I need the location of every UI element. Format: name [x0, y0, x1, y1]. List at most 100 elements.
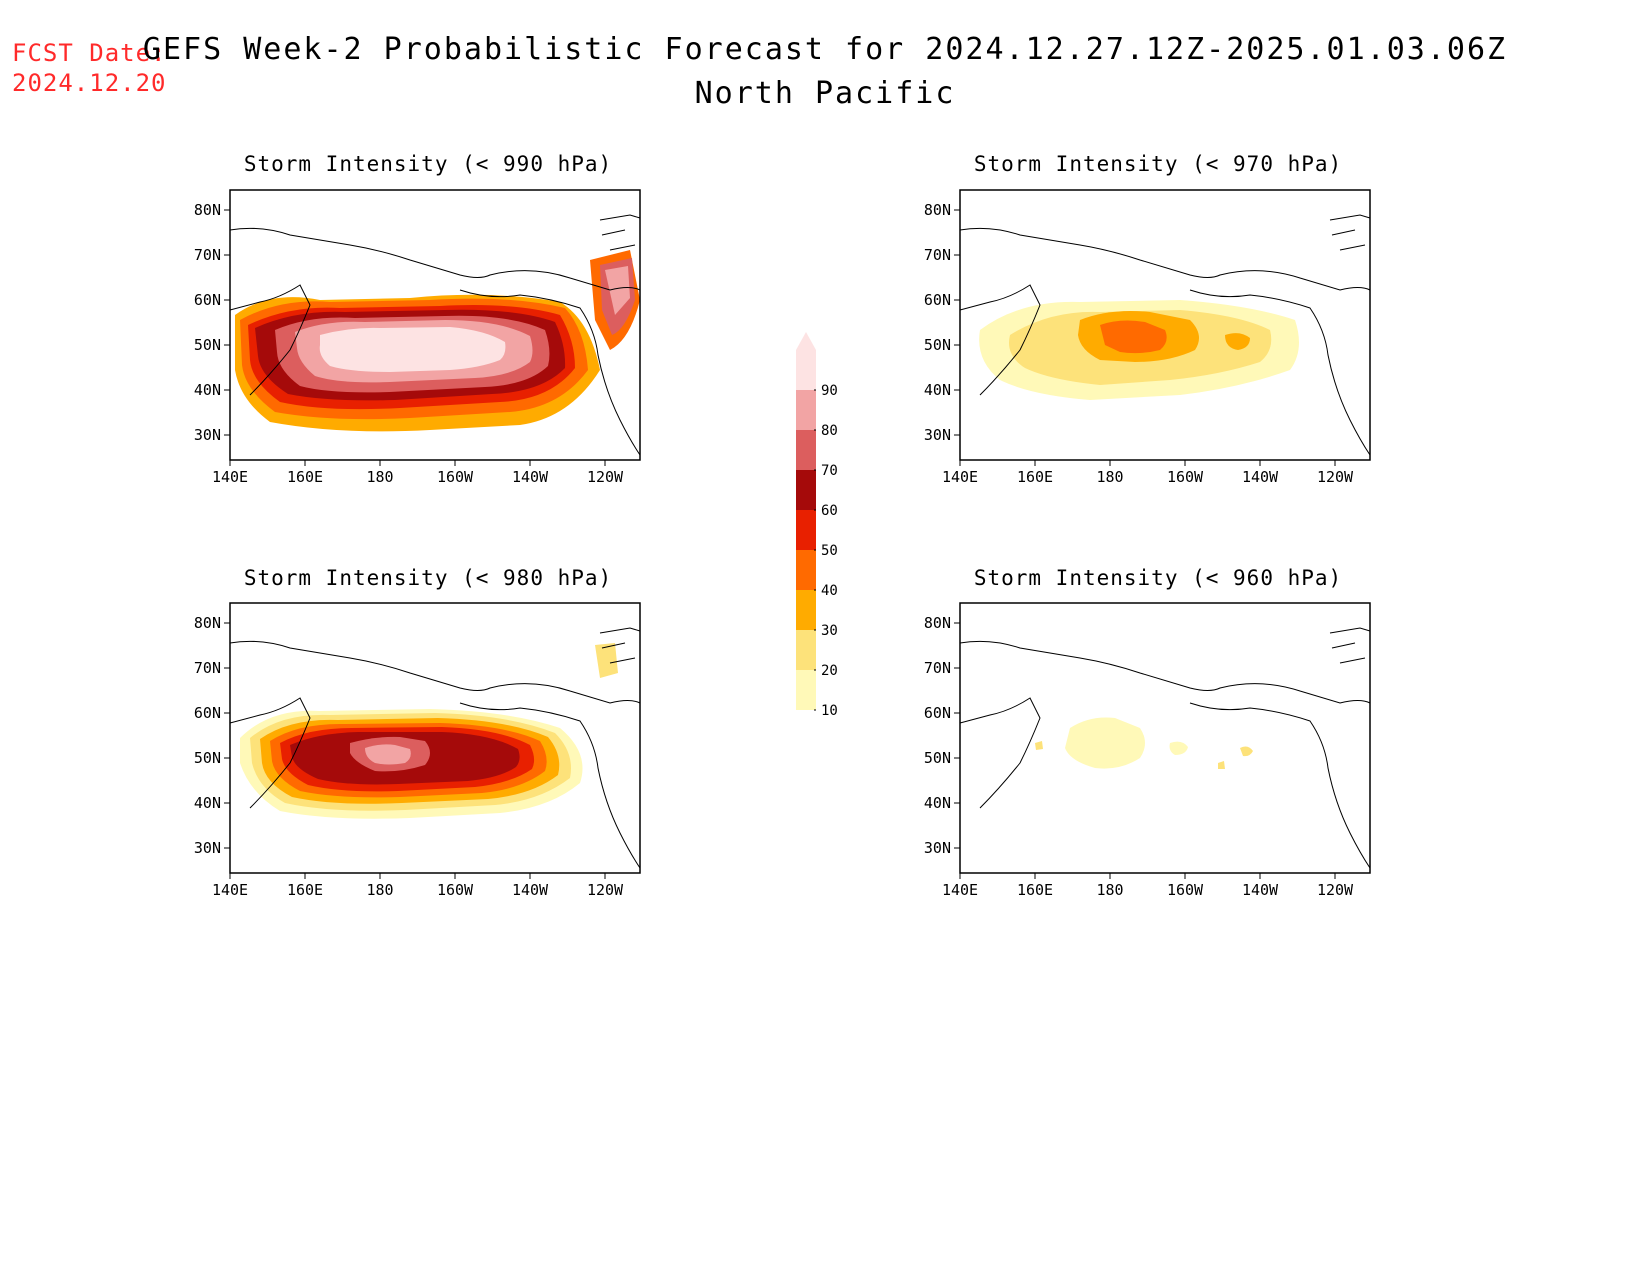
colorbar-label: 80 [821, 423, 838, 439]
map-frame [959, 602, 1371, 874]
map-panel-990: 80N 70N 60N 50N 40N 30N 140E 160E 180 16… [194, 189, 641, 486]
lon-label: 140E [212, 468, 248, 486]
colorbar-segment [796, 590, 816, 630]
colorbar-segment [796, 550, 816, 590]
lon-label: 160E [1017, 881, 1053, 899]
colorbar-segment [796, 430, 816, 470]
panel-title-970: Storm Intensity (< 970 hPa) [973, 152, 1343, 176]
lat-label: 80N [194, 201, 221, 219]
map-frame [229, 189, 641, 461]
lat-label: 70N [924, 246, 951, 264]
lat-label: 70N [194, 246, 221, 264]
lon-label: 140W [512, 468, 549, 486]
colorbar-segment [796, 470, 816, 510]
lon-label: 140W [1242, 881, 1279, 899]
map-panel-980: 80N 70N 60N 50N 40N 30N 140E 160E 180 16… [194, 602, 641, 899]
coastlines [229, 214, 641, 456]
lat-label: 80N [924, 614, 951, 632]
probability-contours [235, 250, 640, 432]
forecast-date: FCST Date: 2024.12.20 [12, 38, 167, 98]
map-frame [959, 189, 1371, 461]
colorbar-label: 20 [821, 663, 838, 679]
region-subtitle: North Pacific [694, 76, 956, 111]
panel-title-980: Storm Intensity (< 980 hPa) [243, 566, 613, 590]
colorbar-segment [796, 350, 816, 390]
lat-label: 50N [194, 336, 221, 354]
lat-label: 30N [924, 839, 951, 857]
panel-title-990: Storm Intensity (< 990 hPa) [243, 152, 613, 176]
map-panel-960: 80N 70N 60N 50N 40N 30N 140E 160E 180 16… [924, 602, 1371, 899]
colorbar-cap [796, 332, 816, 350]
lon-label: 160E [287, 881, 323, 899]
lon-label: 120W [1317, 468, 1354, 486]
colorbar-segment [796, 670, 816, 710]
lat-label: 30N [924, 426, 951, 444]
lon-label: 160E [1017, 468, 1053, 486]
lon-label: 180 [366, 881, 393, 899]
lon-label: 140E [212, 881, 248, 899]
lon-label: 140E [942, 881, 978, 899]
lat-label: 60N [924, 704, 951, 722]
lat-label: 40N [924, 794, 951, 812]
lon-label: 140E [942, 468, 978, 486]
lon-label: 160W [437, 468, 474, 486]
lat-axis: 80N 70N 60N 50N 40N 30N [194, 614, 230, 857]
lat-axis: 80N 70N 60N 50N 40N 30N [194, 201, 230, 444]
lat-axis: 80N 70N 60N 50N 40N 30N [924, 614, 960, 857]
lon-label: 120W [587, 468, 624, 486]
lon-axis: 140E 160E 180 160W 140W 120W [212, 460, 624, 486]
colorbar-label: 60 [821, 503, 838, 519]
lat-label: 50N [924, 336, 951, 354]
lat-label: 60N [924, 291, 951, 309]
probability-contours [979, 300, 1299, 400]
colorbar-label: 90 [821, 383, 838, 399]
lon-label: 120W [587, 881, 624, 899]
lat-label: 60N [194, 291, 221, 309]
map-panel-970: 80N 70N 60N 50N 40N 30N 140E 160E 180 16… [924, 189, 1371, 486]
lon-label: 160W [437, 881, 474, 899]
lon-label: 160W [1167, 881, 1204, 899]
colorbar-segment [796, 630, 816, 670]
panel-title-960: Storm Intensity (< 960 hPa) [973, 566, 1343, 590]
colorbar-label: 50 [821, 543, 838, 559]
probability-contours [240, 643, 618, 819]
lat-label: 40N [194, 381, 221, 399]
lon-label: 180 [1096, 881, 1123, 899]
lat-label: 70N [194, 659, 221, 677]
lat-label: 40N [924, 381, 951, 399]
lat-label: 60N [194, 704, 221, 722]
colorbar-segment [796, 390, 816, 430]
coastlines [959, 214, 1371, 456]
colorbar-label: 30 [821, 623, 838, 639]
lon-label: 140W [1242, 468, 1279, 486]
colorbar-label: 10 [821, 703, 838, 719]
lat-label: 40N [194, 794, 221, 812]
lon-axis: 140E 160E 180 160W 140W 120W [942, 460, 1354, 486]
lon-label: 180 [1096, 468, 1123, 486]
lat-label: 50N [194, 749, 221, 767]
lon-label: 180 [366, 468, 393, 486]
lon-label: 140W [512, 881, 549, 899]
map-frame [229, 602, 641, 874]
lon-label: 160W [1167, 468, 1204, 486]
forecast-date-value: 2024.12.20 [12, 69, 167, 97]
lat-label: 30N [194, 839, 221, 857]
lon-axis: 140E 160E 180 160W 140W 120W [212, 873, 624, 899]
coastlines [229, 627, 641, 869]
colorbar-segment [796, 510, 816, 550]
lat-label: 70N [924, 659, 951, 677]
lat-axis: 80N 70N 60N 50N 40N 30N [924, 201, 960, 444]
lat-label: 80N [924, 201, 951, 219]
lat-label: 50N [924, 749, 951, 767]
probability-contours [1035, 717, 1253, 769]
colorbar: 10 20 30 40 50 60 70 80 90 [796, 332, 838, 719]
colorbar-label: 40 [821, 583, 838, 599]
main-title: GEFS Week-2 Probabilistic Forecast for 2… [142, 32, 1508, 67]
lon-label: 160E [287, 468, 323, 486]
lat-label: 80N [194, 614, 221, 632]
lat-label: 30N [194, 426, 221, 444]
colorbar-label: 70 [821, 463, 838, 479]
lon-label: 120W [1317, 881, 1354, 899]
forecast-date-label: FCST Date: [12, 39, 167, 67]
coastlines [959, 627, 1371, 869]
